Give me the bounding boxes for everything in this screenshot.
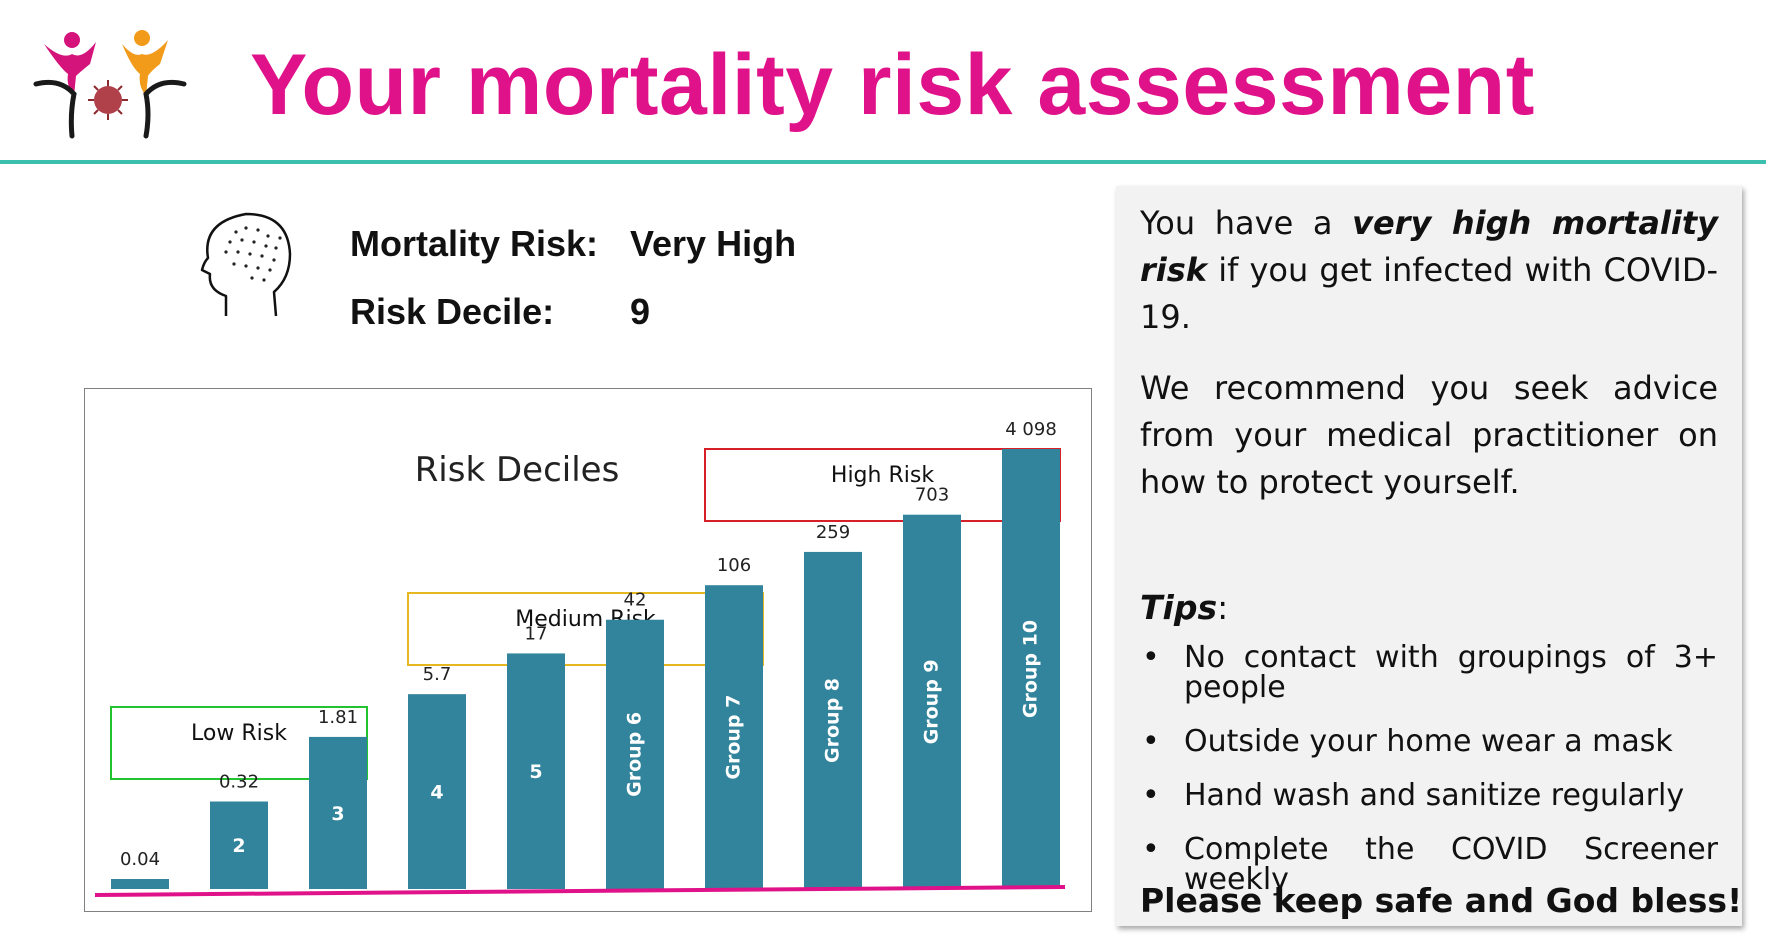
tip-item: Outside your home wear a mask (1140, 727, 1718, 758)
bar-value-label: 0.04 (120, 849, 160, 870)
risk-decile-row: Risk Decile: 9 (350, 278, 796, 346)
bar-value-label: 17 (525, 623, 548, 644)
chart-bar (705, 585, 763, 889)
bar-value-label: 703 (915, 485, 949, 506)
risk-decile-label: Risk Decile: (350, 291, 555, 332)
bar-category-label: 3 (331, 803, 344, 825)
page-title: Your mortality risk assessment (250, 37, 1535, 133)
bar-category-label: Group 10 (1020, 620, 1042, 718)
chart-baseline (94, 885, 1066, 897)
tips-heading-label: Tips (1140, 588, 1218, 627)
chart-bar (111, 879, 169, 889)
header-divider (0, 160, 1766, 164)
risk-statement-prefix: You have a (1140, 204, 1353, 242)
bar-value-label: 106 (717, 555, 751, 576)
mortality-risk-label: Mortality Risk: (350, 223, 599, 264)
chart-bar (1002, 449, 1060, 889)
bar-category-label: 2 (232, 835, 245, 857)
people-virus-logo-icon (33, 30, 187, 139)
chart-title: Risk Deciles (415, 450, 620, 490)
chart-bar (507, 653, 565, 889)
closing-message: Please keep safe and God bless! (1140, 881, 1743, 920)
bar-category-label: 5 (529, 761, 542, 783)
mortality-risk-value: Very High (630, 223, 797, 264)
bar-value-label: 0.32 (219, 771, 259, 792)
chart-bar (903, 514, 961, 889)
bar-value-label: 42 (624, 590, 647, 611)
risk-statement-emphasis: very high mortality risk (1140, 204, 1718, 289)
tip-item: Complete the COVID Screener weekly (1140, 835, 1718, 895)
chart-bar (210, 801, 268, 889)
advice-panel: You have a very high mortality risk if y… (1116, 186, 1742, 926)
head-brain-icon (200, 212, 292, 317)
risk-statement: You have a very high mortality risk if y… (1140, 200, 1718, 341)
chart-bar (309, 736, 367, 889)
tips-heading: Tips: (1140, 584, 1718, 631)
bar-category-label: Group 6 (624, 712, 646, 797)
recommendation: We recommend you seek advice from your m… (1140, 369, 1718, 501)
tips-heading-colon: : (1217, 588, 1229, 627)
tip-item: No contact with groupings of 3+ people (1140, 643, 1718, 703)
mortality-risk-row: Mortality Risk: Very High (350, 210, 796, 278)
chart-bar (408, 694, 466, 889)
chart-bar (804, 551, 862, 889)
bar-value-label: 4 098 (1005, 419, 1057, 440)
risk-summary: Mortality Risk: Very High Risk Decile: 9 (350, 210, 796, 346)
risk-statement-suffix: if you get infected with COVID-19. (1140, 251, 1718, 336)
bar-category-label: Group 7 (723, 695, 745, 780)
tips-list: No contact with groupings of 3+ people O… (1140, 643, 1718, 895)
risk-group-label: Low Risk (191, 721, 287, 746)
tip-item: Hand wash and sanitize regularly (1140, 781, 1718, 812)
bar-value-label: 259 (816, 522, 850, 543)
bar-value-label: 1.81 (318, 707, 358, 728)
bar-value-label: 5.7 (423, 664, 452, 685)
bar-category-label: Group 9 (921, 659, 943, 744)
bar-category-label: 4 (430, 782, 443, 804)
chart-bar (606, 619, 664, 889)
risk-decile-value: 9 (630, 291, 651, 332)
risk-deciles-chart: Risk Deciles Low Risk Medium Risk High Risk… (84, 388, 1092, 912)
bar-category-label: Group 8 (822, 678, 844, 763)
risk-group-label: High Risk (831, 463, 934, 488)
